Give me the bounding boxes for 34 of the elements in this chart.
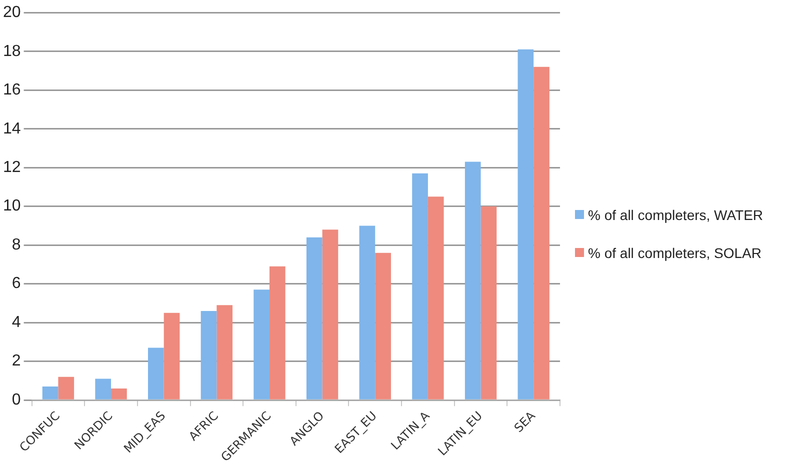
y-tick-label: 16 [3, 82, 21, 99]
y-tick-label: 20 [3, 4, 21, 22]
bar [375, 252, 391, 400]
bar [464, 162, 481, 400]
bar [412, 173, 428, 400]
bar [428, 196, 444, 400]
bar [480, 206, 497, 400]
y-tick-label: 12 [3, 159, 21, 176]
bar [58, 376, 74, 400]
bar [534, 66, 550, 400]
y-tick-label: 10 [3, 198, 21, 215]
legend-label: % of all completers, WATER [588, 206, 764, 224]
legend-label: % of all completers, SOLAR [588, 244, 763, 262]
bar [322, 230, 338, 400]
y-tick-label: 6 [12, 275, 21, 292]
bar [269, 266, 286, 400]
x-tick-label: SEA [511, 408, 538, 436]
y-tick-label: 18 [3, 42, 21, 60]
bar [42, 386, 58, 400]
bar [200, 310, 217, 400]
y-tick-label: 0 [12, 391, 21, 408]
bar [95, 378, 112, 400]
bar [164, 312, 180, 400]
y-tick-label: 2 [12, 352, 21, 370]
y-tick-label: 8 [12, 236, 21, 254]
y-tick-label: 14 [3, 120, 21, 138]
bar [216, 305, 233, 400]
y-tick-label: 4 [12, 314, 21, 331]
bar [254, 290, 270, 400]
bar [518, 49, 534, 400]
bar [148, 348, 164, 400]
bar [359, 226, 376, 400]
bar [306, 237, 322, 400]
bar [111, 388, 127, 400]
